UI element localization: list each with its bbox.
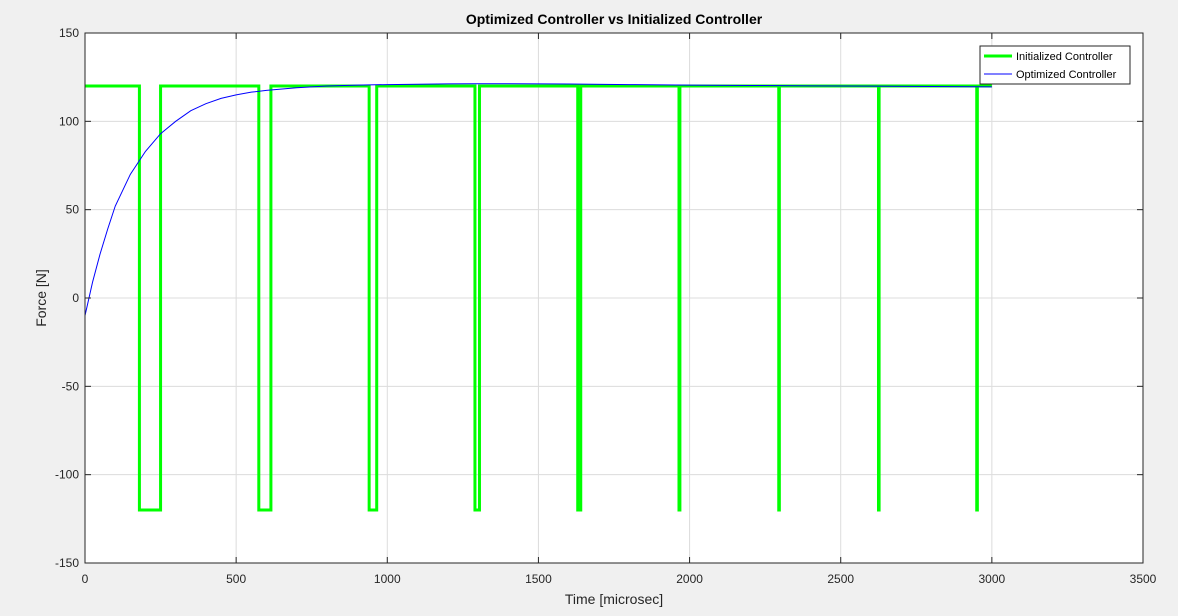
x-axis-label: Time [microsec] (565, 591, 663, 607)
axis-ticks: 0 500 1000 1500 2000 2500 3000 3500 -150 -100 -50 0… (55, 26, 1157, 586)
x-tick-label: 3500 (1130, 572, 1157, 586)
y-axis-label: Force [N] (33, 269, 49, 327)
x-tick-label: 500 (226, 572, 246, 586)
x-tick-label: 1000 (374, 572, 401, 586)
chart-title: Optimized Controller vs Initialized Cont… (466, 11, 763, 27)
y-tick-label: -50 (62, 379, 80, 393)
x-tick-label: 1500 (525, 572, 552, 586)
legend-label-optimized: Optimized Controller (1016, 69, 1117, 81)
series-layer (84, 83, 992, 512)
y-tick-label: -150 (55, 556, 79, 570)
initialized-controller-line (85, 84, 992, 512)
legend: Initialized Controller Optimized Control… (979, 45, 1131, 85)
x-tick-label: 0 (82, 572, 89, 586)
y-tick-label: -100 (55, 468, 79, 482)
legend-label-initialized: Initialized Controller (1016, 51, 1113, 63)
y-tick-label: 100 (59, 114, 79, 128)
legend-box (979, 45, 1131, 85)
y-tick-label: 50 (66, 203, 80, 217)
optimized-controller-line (84, 83, 992, 316)
x-tick-label: 3000 (979, 572, 1006, 586)
x-tick-label: 2000 (676, 572, 703, 586)
x-tick-label: 2500 (827, 572, 854, 586)
y-tick-label: 150 (59, 26, 79, 40)
y-tick-label: 0 (72, 291, 79, 305)
